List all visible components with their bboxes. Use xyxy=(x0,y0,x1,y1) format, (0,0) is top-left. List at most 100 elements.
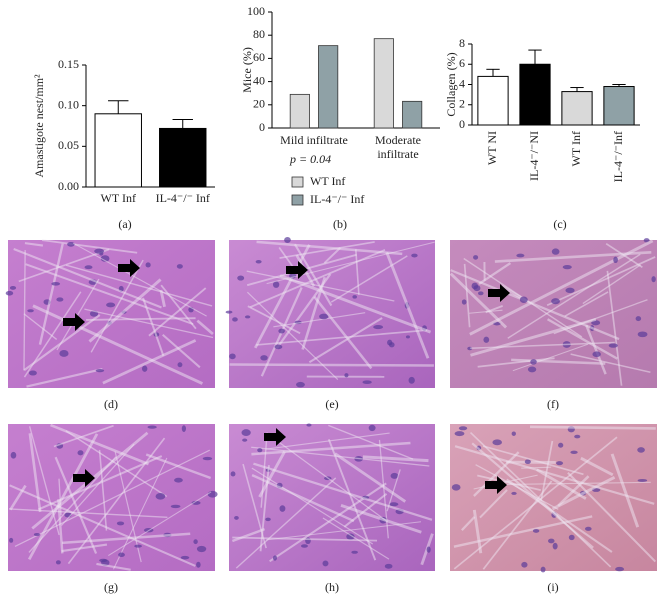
nucleus xyxy=(208,491,218,498)
nucleus xyxy=(511,492,516,495)
nucleus xyxy=(387,340,392,346)
nucleus xyxy=(528,366,536,372)
y-tick-label: 100 xyxy=(247,4,265,18)
nucleus xyxy=(56,297,63,301)
y-tick-label: 0 xyxy=(259,120,265,134)
nucleus xyxy=(344,373,348,377)
nucleus xyxy=(352,295,357,299)
panel-label: (e) xyxy=(325,397,338,411)
nucleus xyxy=(569,535,575,540)
nucleus xyxy=(473,255,478,260)
nucleus xyxy=(521,562,527,568)
nucleus xyxy=(146,262,151,267)
nucleus xyxy=(592,351,600,357)
x-tick-label: Mild infiltrate xyxy=(274,133,354,147)
nucleus xyxy=(613,257,618,263)
nucleus xyxy=(553,543,558,550)
legend-label: IL-4⁻/⁻ Inf xyxy=(310,192,364,206)
y-tick-label: 80 xyxy=(253,27,265,41)
y-tick-label: 2 xyxy=(459,97,465,111)
nucleus xyxy=(638,479,648,482)
bar xyxy=(478,76,508,125)
nucleus xyxy=(483,337,489,343)
nucleus xyxy=(231,471,236,476)
fiber-gap xyxy=(530,427,656,429)
y-tick-label: 20 xyxy=(253,97,265,111)
nucleus xyxy=(411,254,417,258)
nucleus xyxy=(373,325,383,329)
nucleus xyxy=(296,382,305,387)
nucleus xyxy=(558,443,563,448)
bar xyxy=(160,128,206,187)
bar xyxy=(319,46,338,128)
bar xyxy=(520,64,550,125)
y-tick-label: 6 xyxy=(459,56,465,70)
nucleus xyxy=(427,546,431,552)
nucleus xyxy=(67,242,75,247)
nucleus xyxy=(56,560,61,564)
panel-label: (c) xyxy=(553,217,566,231)
nucleus xyxy=(455,431,465,436)
nucleus xyxy=(492,439,502,445)
nucleus xyxy=(99,559,107,562)
error-bar xyxy=(486,69,499,76)
y-tick-label: 0.00 xyxy=(58,179,79,193)
nucleus xyxy=(177,264,183,269)
nucleus xyxy=(530,359,537,364)
nucleus xyxy=(548,539,555,544)
y-tick-label: 0.05 xyxy=(58,138,79,152)
y-axis-label: Amastigote nest/mm² xyxy=(32,74,46,178)
y-axis-label: Collagen (%) xyxy=(444,52,458,116)
nucleus xyxy=(273,555,277,560)
nucleus xyxy=(196,562,201,568)
nucleus xyxy=(96,369,104,372)
nucleus xyxy=(516,254,524,258)
nucleus xyxy=(638,331,648,337)
nucleus xyxy=(278,329,285,334)
nucleus xyxy=(265,518,271,521)
nucleus xyxy=(406,335,410,338)
nucleus xyxy=(552,248,560,254)
nucleus xyxy=(229,353,236,359)
bar xyxy=(562,92,592,125)
nucleus xyxy=(322,561,328,567)
y-axis-label: Mice (%) xyxy=(240,47,254,93)
panel-label: (a) xyxy=(118,217,131,231)
nucleus xyxy=(409,377,415,384)
error-bar xyxy=(173,119,193,128)
nucleus xyxy=(237,275,244,280)
nucleus xyxy=(585,527,592,531)
nucleus xyxy=(260,355,267,360)
nucleus xyxy=(245,315,250,318)
nucleus xyxy=(351,551,358,554)
nucleus xyxy=(181,556,190,560)
error-bar xyxy=(570,88,583,92)
panel-label: (g) xyxy=(104,580,118,594)
panel-label: (f) xyxy=(547,397,559,411)
nucleus xyxy=(563,265,572,269)
nucleus xyxy=(284,237,291,243)
legend-swatch xyxy=(292,177,303,187)
error-bar xyxy=(528,50,541,64)
nucleus xyxy=(118,553,125,557)
nucleus xyxy=(156,493,166,500)
nucleus xyxy=(541,567,546,573)
nucleus xyxy=(363,380,372,384)
nucleus xyxy=(478,291,484,295)
nucleus xyxy=(9,538,13,543)
nucleus xyxy=(512,431,516,435)
nucleus xyxy=(174,478,183,483)
nucleus xyxy=(459,426,467,430)
y-tick-label: 0 xyxy=(459,117,465,131)
nucleus xyxy=(242,439,247,442)
nucleus xyxy=(29,371,37,376)
x-tick-label: WT Inf xyxy=(101,191,136,205)
nucleus xyxy=(226,311,233,314)
nucleus xyxy=(520,297,528,303)
nucleus xyxy=(27,309,33,312)
nucleus xyxy=(171,505,181,508)
nucleus xyxy=(203,457,212,460)
y-tick-label: 4 xyxy=(459,76,465,90)
x-tick-label-box: Moderate infiltrate xyxy=(358,133,438,165)
